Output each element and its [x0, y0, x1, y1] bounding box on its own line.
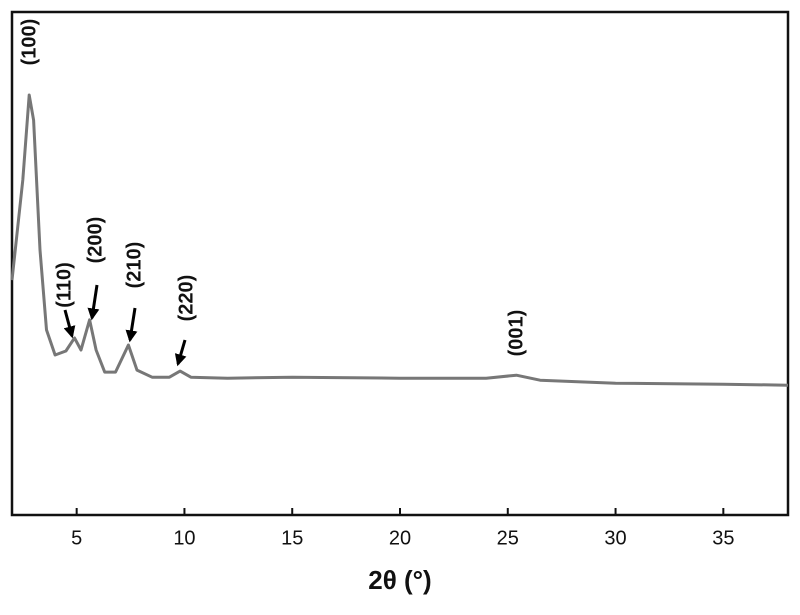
data-line — [10, 93, 789, 387]
peak-label: (210) — [123, 242, 145, 289]
x-tick-label: 25 — [497, 527, 519, 549]
x-tick-label: 15 — [281, 527, 303, 549]
x-tick-label: 30 — [604, 527, 626, 549]
arrow — [174, 339, 187, 367]
x-axis-label: 2θ (°) — [368, 565, 431, 595]
arrow — [125, 307, 138, 343]
arrow — [87, 284, 100, 321]
arrow — [63, 309, 76, 339]
x-tick-label: 5 — [71, 527, 82, 549]
peak-label: (100) — [18, 19, 40, 66]
peak-label: (001) — [505, 310, 527, 357]
peak-label: (220) — [175, 275, 197, 322]
peak-label: (110) — [53, 262, 75, 308]
x-tick-label: 35 — [712, 527, 734, 549]
x-tick-label: 20 — [389, 527, 411, 549]
peak-label: (200) — [84, 217, 106, 264]
x-tick-label: 10 — [173, 527, 195, 549]
